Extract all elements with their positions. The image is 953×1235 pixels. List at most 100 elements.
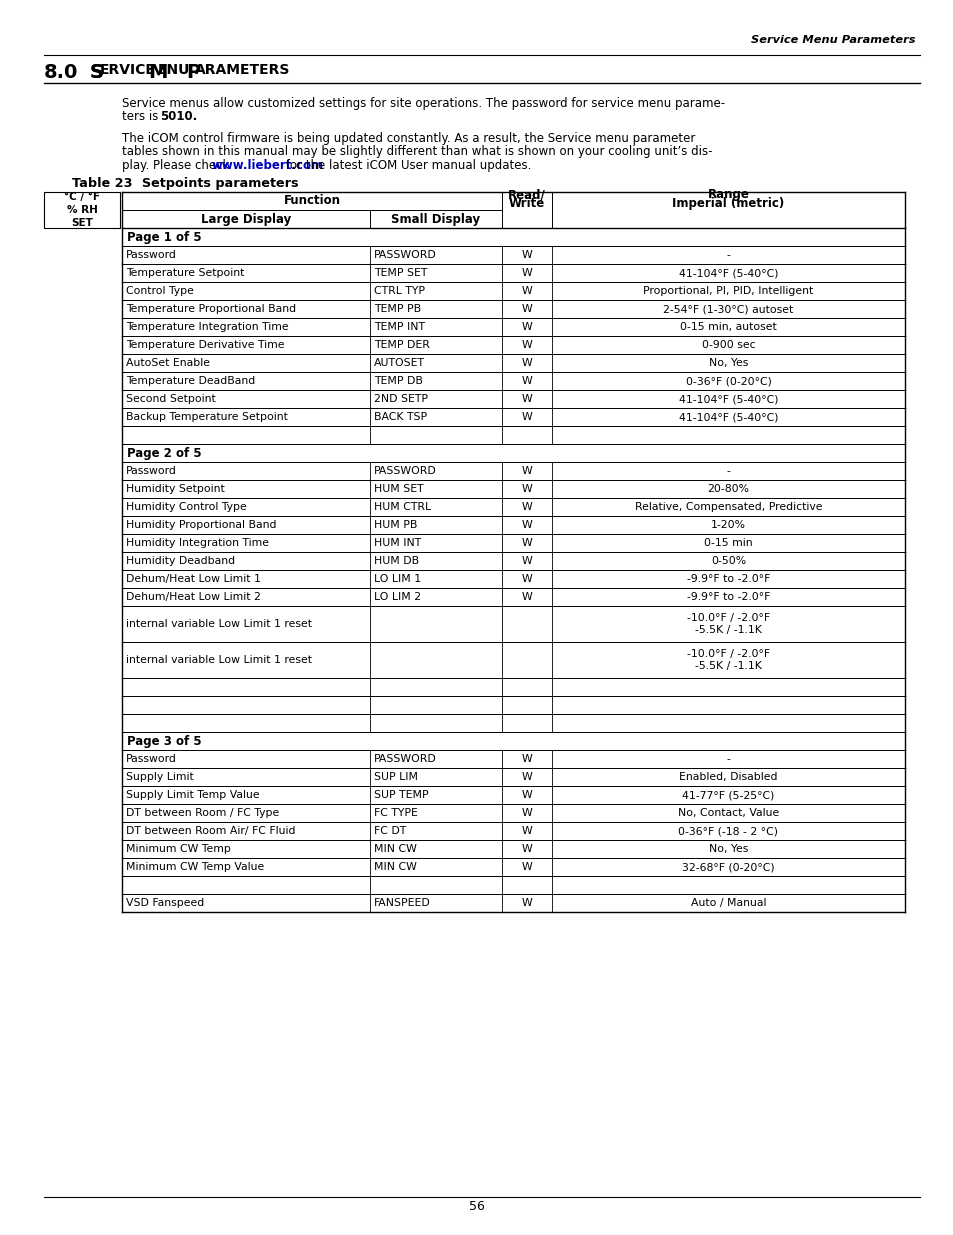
Text: W: W xyxy=(521,466,532,475)
Text: ARAMETERS: ARAMETERS xyxy=(195,63,291,77)
Text: Dehum/Heat Low Limit 1: Dehum/Heat Low Limit 1 xyxy=(126,574,260,584)
Bar xyxy=(122,552,904,571)
Text: Dehum/Heat Low Limit 2: Dehum/Heat Low Limit 2 xyxy=(126,592,260,601)
Text: FANSPEED: FANSPEED xyxy=(374,898,431,908)
Bar xyxy=(122,876,904,894)
Text: P: P xyxy=(186,63,200,82)
Text: 2-54°F (1-30°C) autoset: 2-54°F (1-30°C) autoset xyxy=(662,304,793,314)
Text: W: W xyxy=(521,375,532,387)
Text: W: W xyxy=(521,808,532,818)
Text: HUM INT: HUM INT xyxy=(374,538,421,548)
Text: Page 1 of 5: Page 1 of 5 xyxy=(127,231,201,243)
Text: MIN CW: MIN CW xyxy=(374,862,416,872)
Text: Password: Password xyxy=(126,466,176,475)
Text: TEMP DB: TEMP DB xyxy=(374,375,422,387)
Bar xyxy=(122,588,904,606)
Bar xyxy=(122,300,904,317)
Text: °C / °F: °C / °F xyxy=(64,193,100,203)
Text: W: W xyxy=(521,412,532,422)
Text: -: - xyxy=(726,466,730,475)
Bar xyxy=(122,462,904,480)
Text: Large Display: Large Display xyxy=(201,212,291,226)
Text: DT between Room / FC Type: DT between Room / FC Type xyxy=(126,808,279,818)
Text: W: W xyxy=(521,826,532,836)
Text: for the latest iCOM User manual updates.: for the latest iCOM User manual updates. xyxy=(282,159,532,172)
Text: W: W xyxy=(521,358,532,368)
Text: No, Contact, Value: No, Contact, Value xyxy=(678,808,779,818)
Text: No, Yes: No, Yes xyxy=(708,844,747,853)
Text: Second Setpoint: Second Setpoint xyxy=(126,394,215,404)
Text: HUM CTRL: HUM CTRL xyxy=(374,501,431,513)
Bar xyxy=(122,804,904,823)
Text: W: W xyxy=(521,304,532,314)
Text: play. Please check: play. Please check xyxy=(122,159,233,172)
Text: HUM PB: HUM PB xyxy=(374,520,416,530)
Bar xyxy=(122,246,904,264)
Text: TEMP SET: TEMP SET xyxy=(374,268,427,278)
Text: Page 2 of 5: Page 2 of 5 xyxy=(127,447,201,459)
Text: Temperature Integration Time: Temperature Integration Time xyxy=(126,322,289,332)
Text: HUM DB: HUM DB xyxy=(374,556,418,566)
Bar xyxy=(122,354,904,372)
Text: Minimum CW Temp Value: Minimum CW Temp Value xyxy=(126,862,264,872)
Text: MIN CW: MIN CW xyxy=(374,844,416,853)
Bar xyxy=(122,697,904,714)
Text: internal variable Low Limit 1 reset: internal variable Low Limit 1 reset xyxy=(126,619,312,629)
Text: Imperial (metric): Imperial (metric) xyxy=(672,198,783,210)
Text: Humidity Proportional Band: Humidity Proportional Band xyxy=(126,520,276,530)
Text: TEMP PB: TEMP PB xyxy=(374,304,420,314)
Text: W: W xyxy=(521,862,532,872)
Text: 0-15 min, autoset: 0-15 min, autoset xyxy=(679,322,776,332)
Text: BACK TSP: BACK TSP xyxy=(374,412,427,422)
Text: Password: Password xyxy=(126,755,176,764)
Text: LO LIM 2: LO LIM 2 xyxy=(374,592,420,601)
Text: Temperature Derivative Time: Temperature Derivative Time xyxy=(126,340,284,350)
Text: 0-36°F (-18 - 2 °C): 0-36°F (-18 - 2 °C) xyxy=(678,826,778,836)
Text: Read/: Read/ xyxy=(508,188,545,201)
Text: Proportional, PI, PID, Intelligent: Proportional, PI, PID, Intelligent xyxy=(642,287,813,296)
Text: Control Type: Control Type xyxy=(126,287,193,296)
Text: Write: Write xyxy=(508,198,544,210)
Text: PASSWORD: PASSWORD xyxy=(374,466,436,475)
Text: Auto / Manual: Auto / Manual xyxy=(690,898,765,908)
Text: 56: 56 xyxy=(469,1200,484,1213)
Bar xyxy=(122,264,904,282)
Bar xyxy=(122,785,904,804)
Text: Function: Function xyxy=(283,194,340,207)
Text: HUM SET: HUM SET xyxy=(374,484,423,494)
Bar xyxy=(122,750,904,768)
Text: tables shown in this manual may be slightly different than what is shown on your: tables shown in this manual may be sligh… xyxy=(122,146,712,158)
Text: 20-80%: 20-80% xyxy=(707,484,749,494)
Text: Supply Limit Temp Value: Supply Limit Temp Value xyxy=(126,790,259,800)
Bar xyxy=(122,282,904,300)
Text: W: W xyxy=(521,556,532,566)
Bar xyxy=(122,823,904,840)
Text: The iCOM control firmware is being updated constantly. As a result, the Service : The iCOM control firmware is being updat… xyxy=(122,132,695,144)
Text: W: W xyxy=(521,340,532,350)
Text: Temperature Proportional Band: Temperature Proportional Band xyxy=(126,304,295,314)
Text: www.liebert.com: www.liebert.com xyxy=(212,159,323,172)
Bar xyxy=(44,191,120,228)
Text: Page 3 of 5: Page 3 of 5 xyxy=(127,735,201,747)
Text: Temperature Setpoint: Temperature Setpoint xyxy=(126,268,244,278)
Text: Service Menu Parameters: Service Menu Parameters xyxy=(751,35,915,44)
Text: -: - xyxy=(726,249,730,261)
Text: VSD Fanspeed: VSD Fanspeed xyxy=(126,898,204,908)
Bar xyxy=(122,317,904,336)
Text: W: W xyxy=(521,287,532,296)
Text: 2ND SETP: 2ND SETP xyxy=(374,394,428,404)
Bar xyxy=(122,642,904,678)
Text: ters is: ters is xyxy=(122,110,162,124)
Bar xyxy=(122,228,904,246)
Text: Humidity Integration Time: Humidity Integration Time xyxy=(126,538,269,548)
Text: Supply Limit: Supply Limit xyxy=(126,772,193,782)
Text: W: W xyxy=(521,772,532,782)
Text: 0-50%: 0-50% xyxy=(710,556,745,566)
Text: FC TYPE: FC TYPE xyxy=(374,808,417,818)
Text: DT between Room Air/ FC Fluid: DT between Room Air/ FC Fluid xyxy=(126,826,295,836)
Text: Relative, Compensated, Predictive: Relative, Compensated, Predictive xyxy=(634,501,821,513)
Text: S: S xyxy=(90,63,104,82)
Bar xyxy=(122,768,904,785)
Bar xyxy=(122,714,904,732)
Text: Setpoints parameters: Setpoints parameters xyxy=(124,177,298,190)
